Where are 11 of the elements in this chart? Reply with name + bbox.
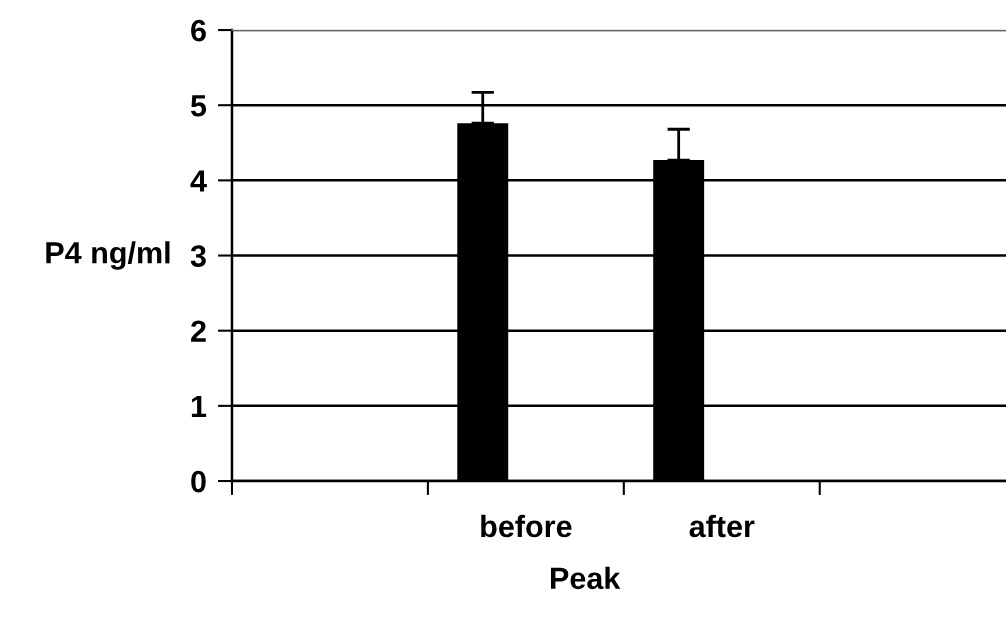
y-tick-label: 5	[190, 95, 207, 117]
y-tick-label: 1	[191, 395, 207, 417]
x-tick-label: before	[481, 514, 572, 538]
y-tick-label: 0	[191, 470, 206, 493]
y-tick-label: 6	[191, 19, 206, 42]
x-axis-title: Peak	[551, 566, 621, 590]
x-tick-label: after	[689, 514, 755, 538]
y-axis-title: P4 ng/ml	[46, 241, 170, 270]
y-tick-label: 2	[191, 320, 206, 342]
y-tick-label: 3	[190, 245, 206, 267]
y-tick-label: 4	[190, 170, 207, 192]
